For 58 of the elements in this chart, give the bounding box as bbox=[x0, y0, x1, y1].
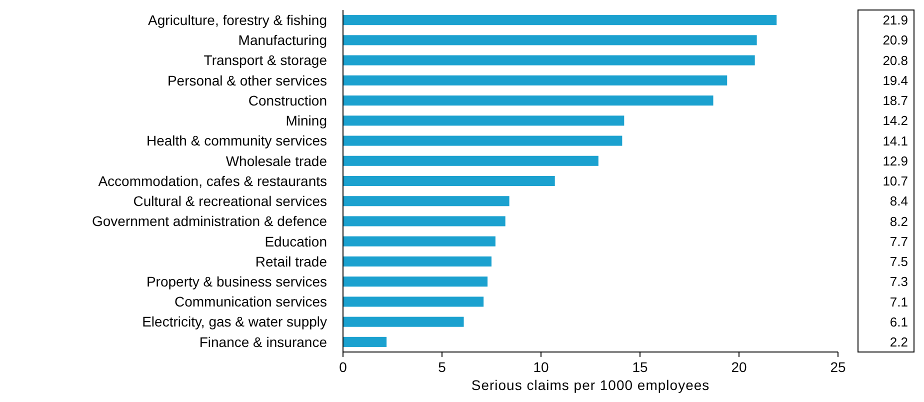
y-tick-label: Construction bbox=[248, 92, 327, 108]
data-label: 2.2 bbox=[890, 334, 908, 350]
bar bbox=[343, 216, 506, 226]
bar bbox=[343, 176, 555, 186]
y-tick-label: Transport & storage bbox=[204, 52, 328, 68]
y-tick-label: Health & community services bbox=[146, 132, 327, 149]
data-label: 20.8 bbox=[882, 52, 908, 68]
x-tick-label: 10 bbox=[533, 359, 549, 375]
bar bbox=[343, 276, 488, 287]
data-label: 18.7 bbox=[882, 93, 908, 108]
bar bbox=[343, 15, 777, 26]
bar bbox=[343, 35, 757, 46]
y-tick-label: Mining bbox=[286, 112, 327, 129]
data-label: 19.4 bbox=[882, 72, 908, 88]
x-tick-label: 5 bbox=[438, 359, 446, 375]
bar bbox=[343, 136, 622, 146]
bar bbox=[343, 55, 755, 66]
bar bbox=[343, 336, 387, 347]
y-tick-label: Government administration & defence bbox=[92, 213, 328, 230]
data-label: 8.4 bbox=[890, 194, 908, 209]
y-tick-label: Cultural & recreational services bbox=[133, 193, 327, 210]
y-tick-label: Education bbox=[264, 233, 327, 250]
data-label: 14.2 bbox=[882, 113, 908, 128]
data-label: 7.5 bbox=[890, 254, 908, 270]
bar bbox=[343, 316, 464, 327]
data-label: 7.3 bbox=[890, 274, 908, 290]
y-tick-label: Electricity, gas & water supply bbox=[142, 314, 327, 330]
data-label: 20.9 bbox=[882, 32, 908, 48]
x-axis-title: Serious claims per 1000 employees bbox=[471, 377, 710, 393]
bar bbox=[343, 116, 624, 126]
y-tick-label: Manufacturing bbox=[238, 32, 327, 48]
x-tick-label: 20 bbox=[731, 359, 747, 375]
y-tick-label: Agriculture, forestry & fishing bbox=[148, 12, 327, 28]
data-label: 10.7 bbox=[882, 174, 908, 189]
y-tick-label: Finance & insurance bbox=[199, 334, 328, 350]
bar bbox=[343, 296, 484, 307]
bar bbox=[343, 75, 728, 86]
y-tick-label: Communication services bbox=[174, 294, 327, 310]
y-tick-label: Personal & other services bbox=[167, 72, 327, 88]
y-tick-label: Accommodation, cafes & restaurants bbox=[98, 172, 327, 189]
bar bbox=[343, 156, 598, 166]
bar bbox=[343, 196, 510, 206]
x-tick-label: 0 bbox=[339, 359, 348, 375]
data-label: 6.1 bbox=[890, 314, 908, 330]
data-label: 8.2 bbox=[890, 214, 908, 229]
data-label: 7.7 bbox=[890, 234, 908, 249]
data-label: 14.1 bbox=[882, 133, 908, 148]
x-tick-label: 15 bbox=[632, 359, 648, 375]
y-tick-label: Retail trade bbox=[255, 253, 328, 270]
bar bbox=[343, 236, 496, 246]
bar bbox=[343, 256, 492, 266]
data-label: 21.9 bbox=[882, 12, 908, 28]
y-tick-label: Property & business services bbox=[146, 273, 327, 290]
x-tick-label: 25 bbox=[830, 359, 846, 375]
y-tick-label: Wholesale trade bbox=[226, 152, 328, 169]
bar bbox=[343, 96, 714, 106]
data-label: 12.9 bbox=[882, 153, 908, 168]
data-label: 7.1 bbox=[890, 294, 908, 310]
